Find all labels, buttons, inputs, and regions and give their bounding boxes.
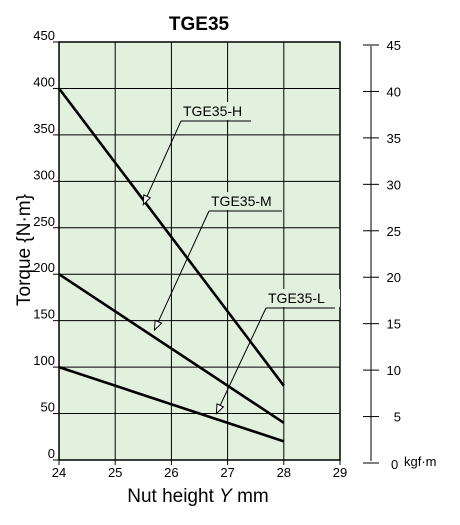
x-axis-title: Nut height Y mm	[127, 486, 269, 507]
y2-tick-label: 20	[387, 270, 401, 285]
x-tick-label: 28	[277, 465, 291, 480]
x-tick-label: 27	[220, 465, 234, 480]
callout-lines	[142, 120, 267, 415]
y-axis-title: Torque {N·m}	[14, 194, 35, 306]
series-line-tge35-h	[57, 87, 285, 387]
chart-title: TGE35	[169, 14, 230, 35]
series-line-tge35-l	[58, 365, 285, 443]
x-axis-title-name: Nut height	[127, 486, 214, 507]
x-tick-label: 26	[164, 465, 178, 480]
y2-tick-label: 5	[394, 410, 401, 425]
callout-arrowhead	[215, 403, 225, 415]
callout-arrowhead	[153, 319, 163, 332]
x-tick-label: 29	[333, 465, 347, 480]
x-axis-title-unit: mm	[237, 486, 269, 507]
y-tick-label: 300	[33, 167, 55, 182]
callout-line-tge35-h	[142, 120, 182, 205]
y-tick-label: 100	[33, 353, 55, 368]
y-tick-label: 200	[33, 260, 55, 275]
series-label-bg-tge35-h	[179, 102, 255, 120]
y-tick-label: 450	[33, 28, 55, 43]
y-tick-label: 50	[41, 400, 55, 415]
y2-tick-label: 0	[391, 457, 398, 472]
y2-tick-label: 40	[387, 84, 401, 99]
y2-tick-label: 35	[387, 131, 401, 146]
series-labels: TGE35-H TGE35-M TGE35-L	[179, 102, 340, 309]
y-tick-label: 350	[33, 121, 55, 136]
x-axis-title-var: Y	[219, 486, 233, 507]
series-label-tge35-h: TGE35-H	[183, 103, 242, 119]
y2-tick-label: 10	[387, 363, 401, 378]
series-label-tge35-l: TGE35-L	[268, 290, 325, 306]
plot-frame	[58, 41, 341, 461]
series-label-bg-tge35-m	[207, 192, 283, 210]
y-tick-label: 0	[48, 446, 55, 461]
y-tick-label: 250	[33, 214, 55, 229]
y-tick-label: 400	[33, 74, 55, 89]
y-tick-label: 150	[33, 307, 55, 322]
x-tick-label: 25	[108, 465, 122, 480]
callout-line-tge35-m	[154, 210, 210, 331]
callout-line-tge35-l	[215, 307, 267, 414]
y2-unit-label: kgf·m	[404, 454, 437, 469]
y2-tick-label: 25	[387, 224, 401, 239]
axes: 0 50 100 150 200 250 300 350 400 450 24 25 26 27 28 29 0…	[33, 28, 401, 480]
callout-arrowhead	[142, 194, 152, 206]
series-line-tge35-m	[58, 273, 285, 424]
x-tick-label: 24	[52, 465, 66, 480]
y2-tick-label: 30	[387, 177, 401, 192]
y2-tick-label: 15	[387, 317, 401, 332]
y2-tick-label: 45	[387, 38, 401, 53]
series-label-bg-tge35-l	[264, 289, 340, 307]
series-label-tge35-m: TGE35-M	[211, 193, 272, 209]
